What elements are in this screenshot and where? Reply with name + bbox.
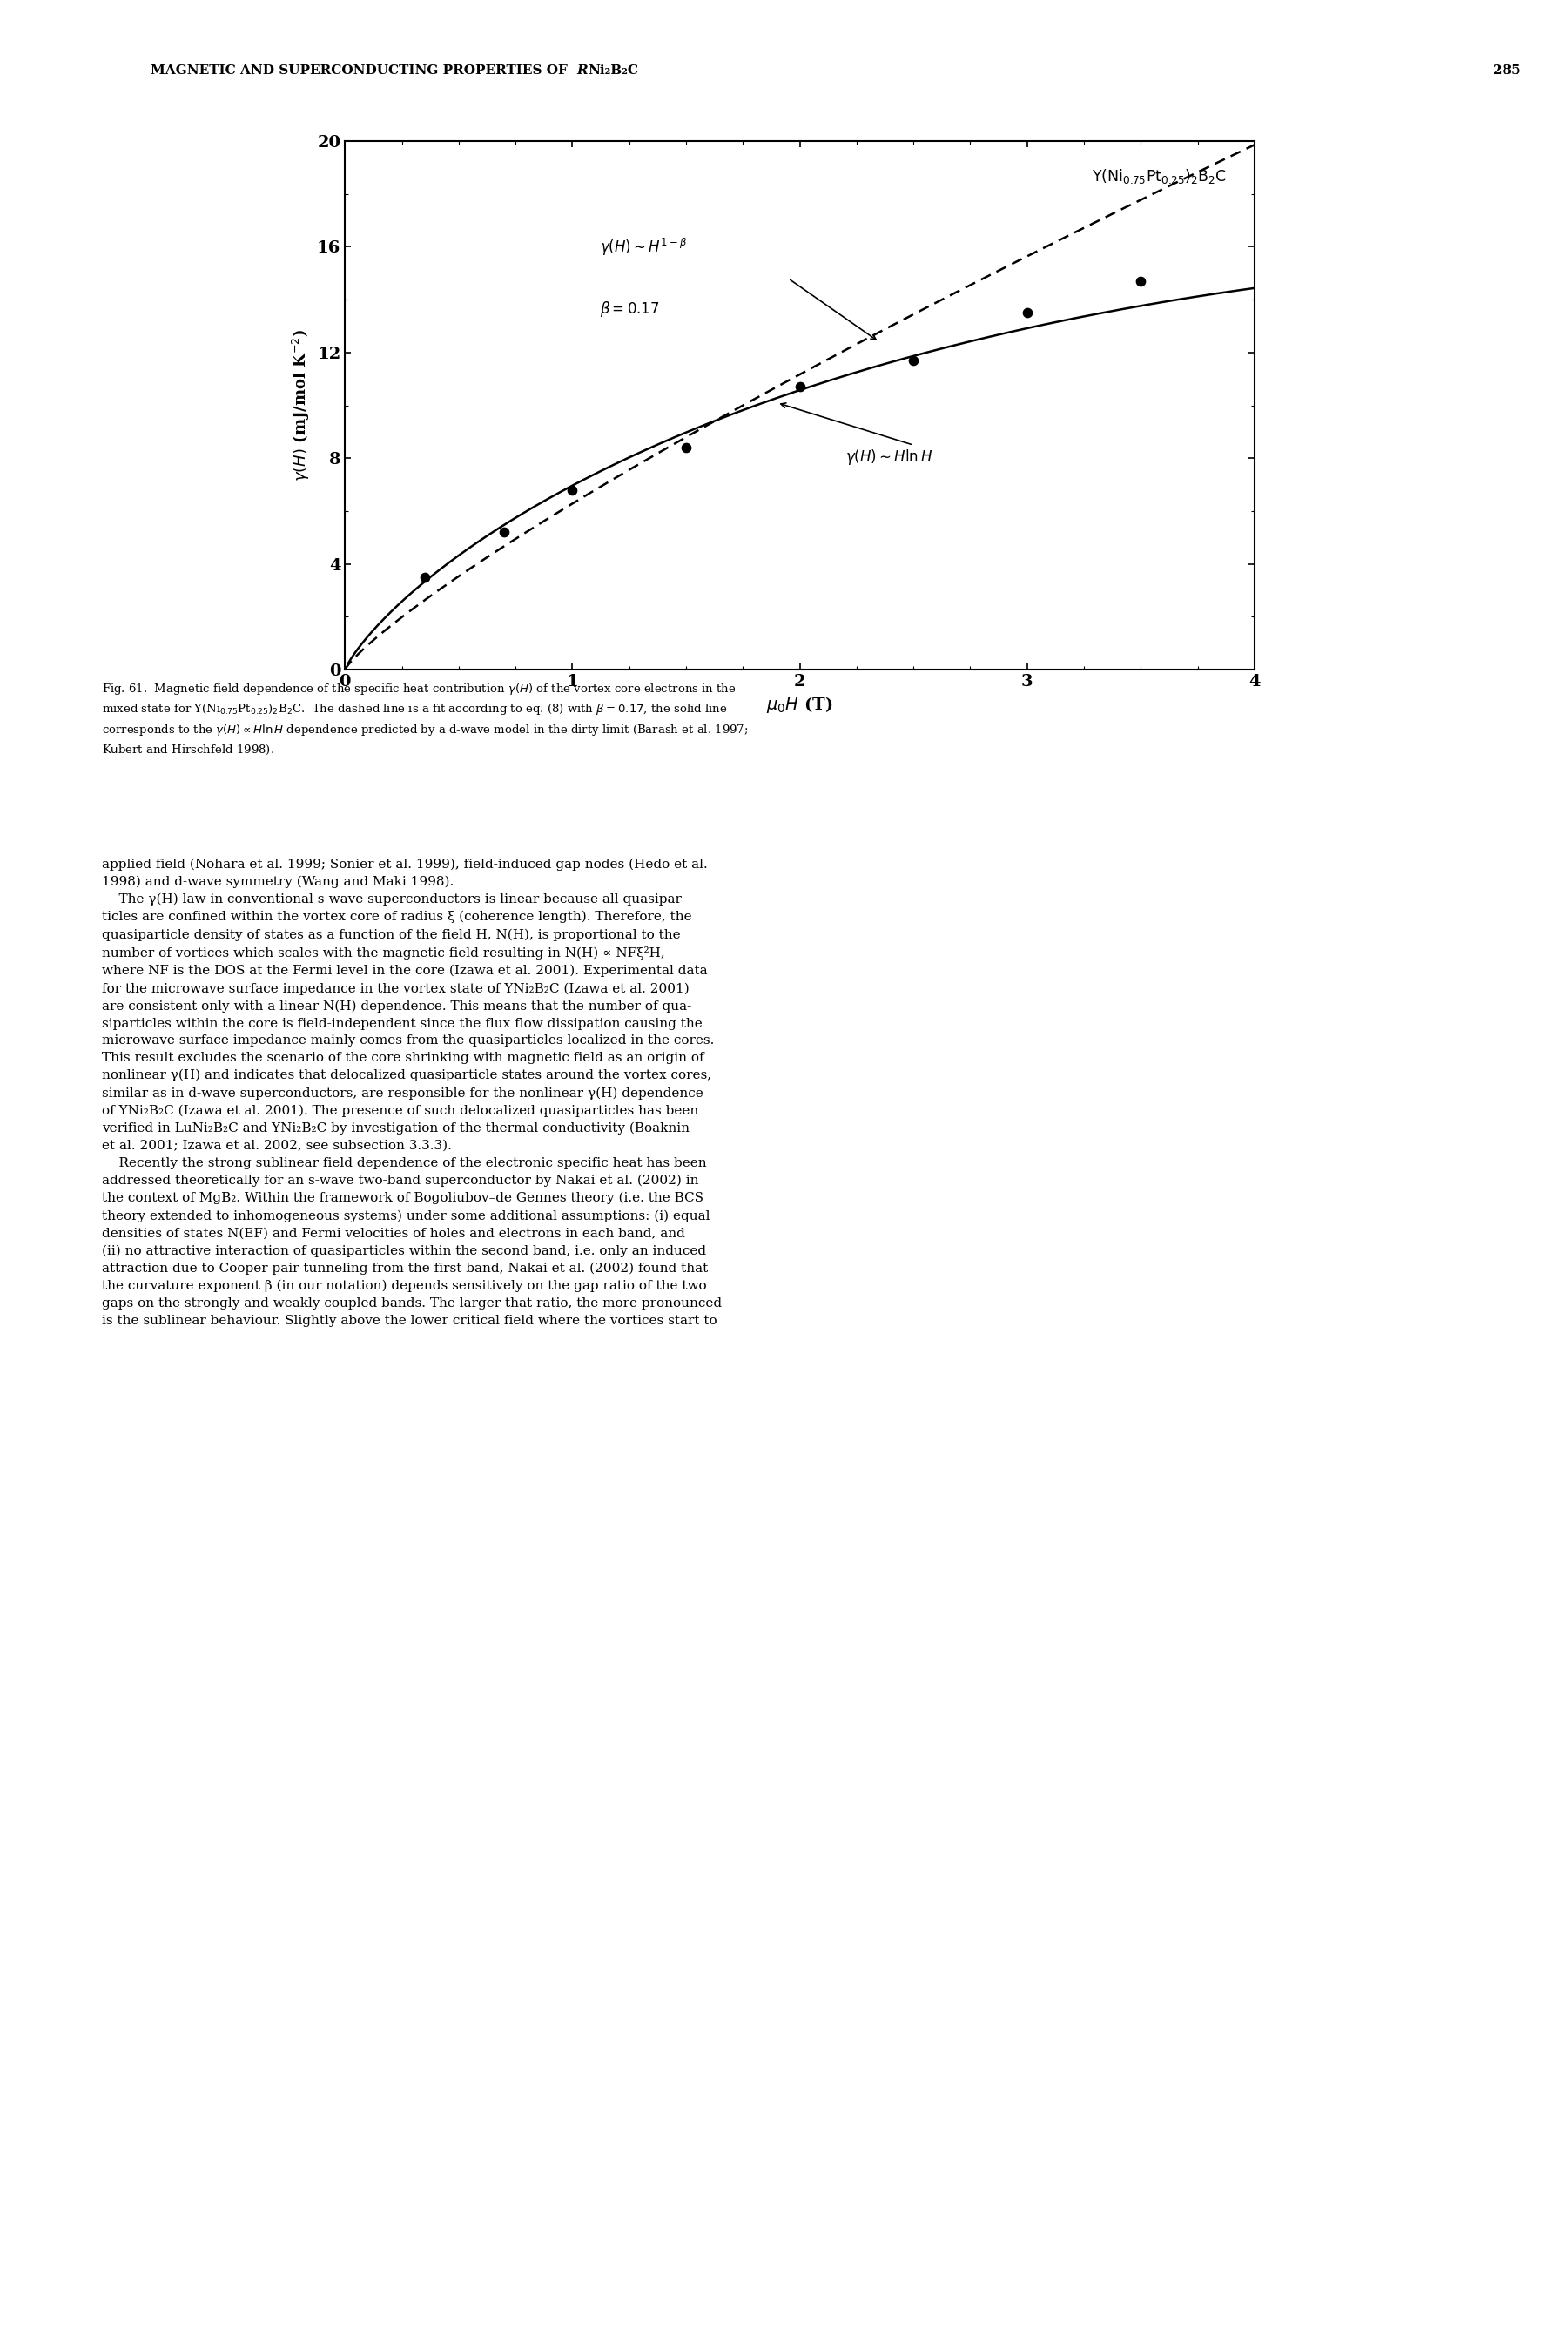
Y-axis label: $\gamma(H)$ (mJ/mol K$^{-2}$): $\gamma(H)$ (mJ/mol K$^{-2}$): [292, 329, 312, 482]
Point: [412, 559, 437, 597]
Point: [900, 341, 925, 378]
Point: [492, 515, 517, 552]
Text: $\beta=0.17$: $\beta=0.17$: [599, 298, 659, 320]
Text: MAGNETIC AND SUPERCONDUCTING PROPERTIES OF: MAGNETIC AND SUPERCONDUCTING PROPERTIES …: [151, 63, 572, 78]
Text: $\gamma(H)\sim H^{1-\beta}$: $\gamma(H)\sim H^{1-\beta}$: [599, 235, 687, 259]
Text: $\gamma(H)\sim H\ln H$: $\gamma(H)\sim H\ln H$: [845, 449, 933, 468]
Text: R: R: [577, 63, 588, 78]
X-axis label: $\mu_0 H$ (T): $\mu_0 H$ (T): [767, 696, 833, 714]
Text: Fig. 61.  Magnetic field dependence of the specific heat contribution $\gamma(H): Fig. 61. Magnetic field dependence of th…: [102, 682, 748, 757]
Text: $\mathrm{Y(Ni_{0.75}Pt_{0.25})_2B_2C}$: $\mathrm{Y(Ni_{0.75}Pt_{0.25})_2B_2C}$: [1091, 167, 1228, 186]
Point: [673, 430, 698, 468]
Text: 285: 285: [1493, 63, 1521, 78]
Point: [1014, 294, 1040, 331]
Point: [787, 369, 812, 407]
Text: applied field (Nohara et al. 1999; Sonier et al. 1999), field-induced gap nodes : applied field (Nohara et al. 1999; Sonie…: [102, 858, 721, 1328]
Text: Ni₂B₂C: Ni₂B₂C: [588, 63, 638, 78]
Point: [560, 470, 585, 510]
Point: [1127, 263, 1152, 301]
